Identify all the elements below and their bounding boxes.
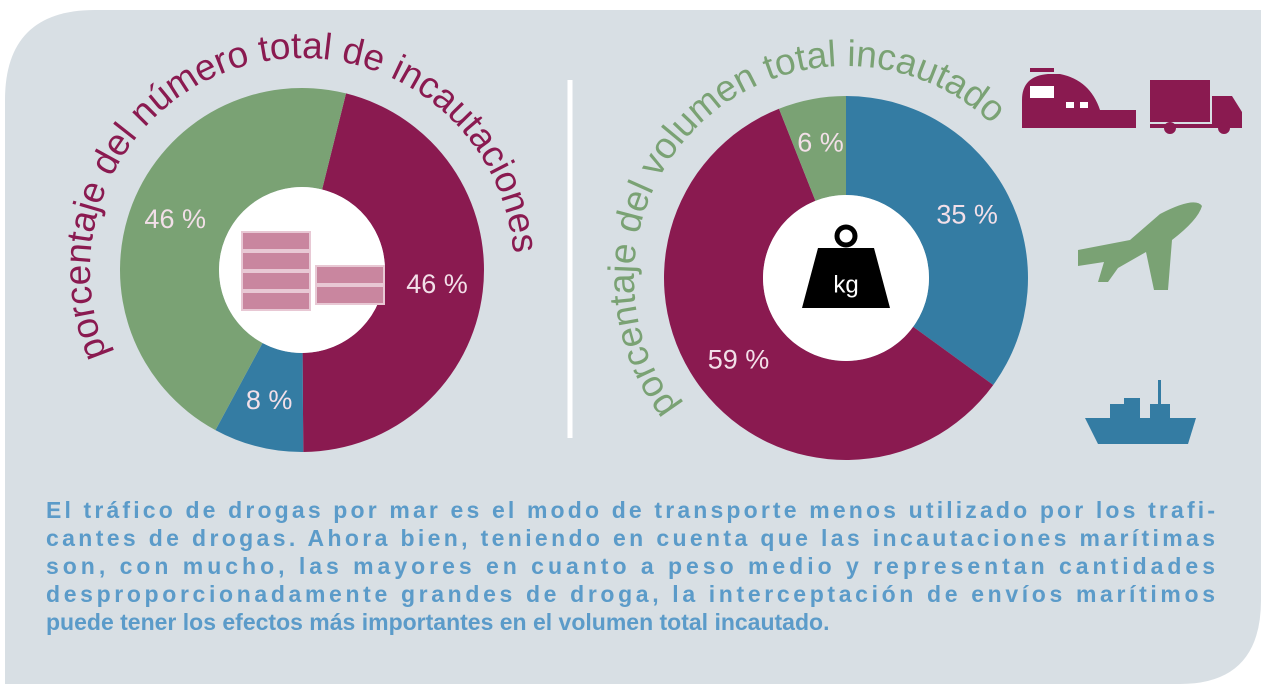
donut-segment [119,87,347,431]
package [315,285,385,305]
plane-icon [1078,202,1202,290]
package [241,231,311,251]
value-label: 8 % [246,385,293,415]
caption-line: puede tener los efectos más importantes … [46,609,829,635]
package [241,251,311,271]
donut-segment [302,93,484,452]
weight-ring [834,224,858,248]
caption-line: desproporcionadamente grandes de droga, … [46,581,1215,607]
caption-line: El tráfico de drogas por mar es el modo … [46,497,1215,523]
weight-label: kg [833,271,858,298]
value-label: 35 % [936,199,998,229]
value-label: 59 % [708,344,770,374]
package [241,291,311,311]
package [241,271,311,291]
caption-line: cantes de drogas. Ahora bien, teniendo e… [46,525,1215,551]
value-label: 46 % [144,204,206,234]
donut-segment [846,96,1029,385]
donut-segment [664,108,994,460]
donut-segment [215,343,304,452]
train-windows [1030,86,1088,108]
weight-body [802,248,890,308]
packages-icon [241,231,385,311]
value-label: 46 % [406,269,468,299]
donut-segment [779,96,846,201]
package [315,265,385,285]
value-label: 6 % [797,128,844,158]
ship-icon [1085,380,1196,444]
